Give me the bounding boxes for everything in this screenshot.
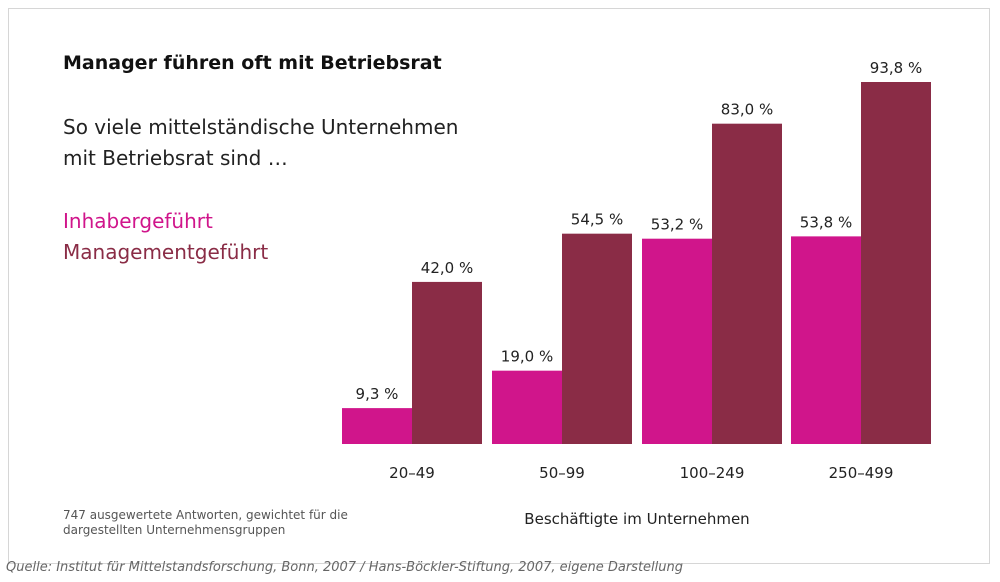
data-label-management-1: 54,5 %: [571, 211, 623, 229]
data-label-inhaber-0: 9,3 %: [356, 385, 399, 403]
data-label-management-0: 42,0 %: [421, 259, 473, 277]
chart-frame: [8, 8, 990, 564]
x-tick-label-0: 20–49: [389, 464, 435, 482]
legend-item-managementgefuehrt: Managementgeführt: [63, 240, 269, 264]
data-label-management-3: 93,8 %: [870, 59, 922, 77]
bar-management-1: [562, 233, 632, 444]
chart-subtitle: So viele mittelständische Unternehmen mi…: [63, 115, 459, 170]
legend-item-inhabergefuehrt: Inhabergeführt: [63, 209, 213, 233]
bar-inhaber-3: [791, 236, 861, 444]
source-line: Quelle: Institut für Mittelstandsforschu…: [6, 560, 684, 575]
chart-title: Manager führen oft mit Betriebsrat: [63, 52, 442, 74]
bar-management-2: [712, 123, 782, 444]
x-tick-label-3: 250–499: [829, 464, 894, 482]
bar-inhaber-1: [492, 370, 562, 444]
bar-management-3: [861, 82, 931, 444]
x-tick-label-1: 50–99: [539, 464, 585, 482]
bar-inhaber-0: [342, 408, 412, 444]
data-label-inhaber-2: 53,2 %: [651, 216, 703, 234]
x-tick-label-2: 100–249: [680, 464, 745, 482]
bar-inhaber-2: [642, 238, 712, 444]
legend: Inhabergeführt Managementgeführt: [63, 206, 268, 268]
data-label-inhaber-1: 19,0 %: [501, 348, 553, 366]
sample-note: 747 ausgewertete Antworten, gewichtet fü…: [63, 508, 348, 537]
bar-management-0: [412, 281, 482, 444]
data-label-inhaber-3: 53,8 %: [800, 213, 852, 231]
data-label-management-2: 83,0 %: [721, 101, 773, 119]
x-axis-label: Beschäftigte im Unternehmen: [524, 510, 749, 528]
